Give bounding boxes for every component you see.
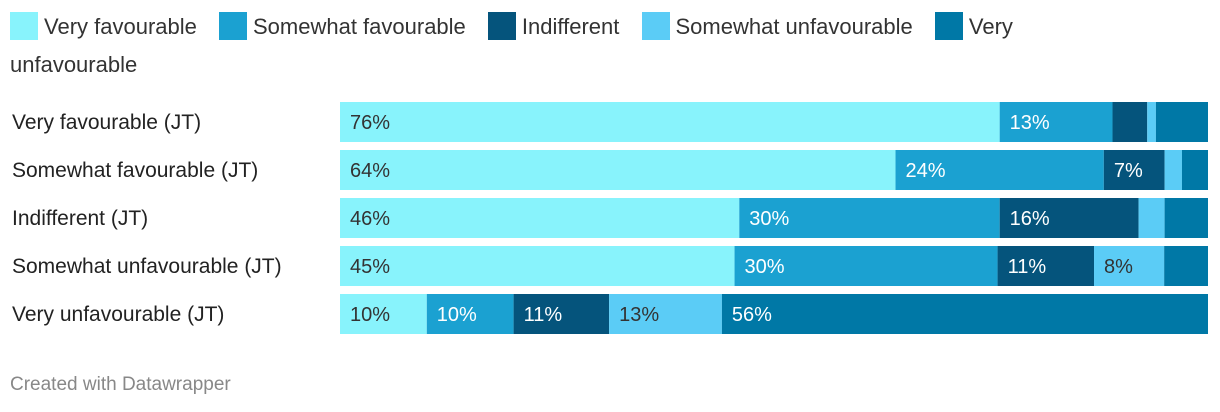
bar-segment <box>721 294 1208 334</box>
legend-item: Very unfavourable <box>10 12 1013 77</box>
bar-row: Very favourable (JT) 76% 13% <box>12 102 1208 142</box>
value-label: 64% <box>350 160 390 182</box>
value-label: 10% <box>350 304 390 326</box>
bar-segment <box>609 294 722 334</box>
value-label: 13% <box>1010 112 1050 134</box>
bar-segment <box>1112 102 1148 142</box>
value-label: 13% <box>619 304 659 326</box>
legend-swatch <box>219 12 247 40</box>
bar-segment <box>1147 102 1156 142</box>
value-label: 7% <box>1114 160 1143 182</box>
legend-item: Indifferent <box>487 12 620 40</box>
legend-swatch <box>934 12 963 40</box>
legend-swatch <box>487 12 516 40</box>
value-label: 16% <box>1010 208 1050 230</box>
bar-segment <box>1181 150 1208 190</box>
bar-segment <box>997 246 1095 286</box>
datawrapper-credit: Created with Datawrapper <box>10 374 231 395</box>
bar-segment <box>340 150 896 190</box>
row-label: Very favourable (JT) <box>12 111 201 134</box>
legend-label: Very favourable <box>44 14 197 39</box>
legend-swatch <box>10 12 38 40</box>
value-label: 76% <box>350 112 390 134</box>
value-label: 8% <box>1104 256 1133 278</box>
legend-item: Somewhat favourable <box>219 12 466 40</box>
bar-segment <box>1164 150 1182 190</box>
bar-segment <box>513 294 610 334</box>
legend-label: Indifferent <box>521 14 620 39</box>
bar-segment <box>340 102 1000 142</box>
bar-segment <box>999 102 1113 142</box>
value-label: 11% <box>524 304 563 326</box>
bar-segment <box>340 246 735 286</box>
bar-row: Very unfavourable (JT) 10% 10% 11% 13% 56% <box>12 294 1208 334</box>
legend-label: Somewhat favourable <box>253 14 466 39</box>
value-label: 10% <box>437 304 477 326</box>
bar-segment <box>1164 198 1208 238</box>
bar-segment <box>739 198 1000 238</box>
value-label: 45% <box>350 256 390 278</box>
row-label: Very unfavourable (JT) <box>12 303 224 326</box>
bar-segment <box>734 246 998 286</box>
legend-swatch <box>641 12 670 40</box>
bar-segment <box>340 294 427 334</box>
row-label: Somewhat favourable (JT) <box>12 159 258 182</box>
value-label: 30% <box>745 256 785 278</box>
bar-segment <box>1155 102 1208 142</box>
value-label: 30% <box>749 208 789 230</box>
value-label: 46% <box>350 208 390 230</box>
value-label: 24% <box>906 160 946 182</box>
value-label: 56% <box>732 304 772 326</box>
row-label: Somewhat unfavourable (JT) <box>12 255 282 278</box>
bar-segment <box>426 294 514 334</box>
bar-row: Somewhat favourable (JT) 64% 24% 7% <box>12 150 1208 190</box>
legend-label: Very unfavourable <box>10 14 1013 77</box>
bar-segment <box>1164 246 1208 286</box>
bar-segment <box>999 198 1139 238</box>
legend-item: Somewhat unfavourable <box>641 12 913 40</box>
value-label: 11% <box>1008 256 1047 278</box>
bar-segment <box>895 150 1104 190</box>
bar-row: Somewhat unfavourable (JT) 45% 30% 11% 8% <box>12 246 1208 286</box>
row-label: Indifferent (JT) <box>12 207 148 230</box>
bar-segment <box>1094 246 1165 286</box>
legend: Very favourable Somewhat favourable Indi… <box>10 8 1100 84</box>
bar-segment <box>340 198 740 238</box>
bar-segment <box>1138 198 1165 238</box>
bar-row: Indifferent (JT) 46% 30% 16% <box>12 198 1208 238</box>
legend-label: Somewhat unfavourable <box>675 14 913 39</box>
bar-segment <box>1103 150 1165 190</box>
legend-item: Very favourable <box>10 12 197 40</box>
